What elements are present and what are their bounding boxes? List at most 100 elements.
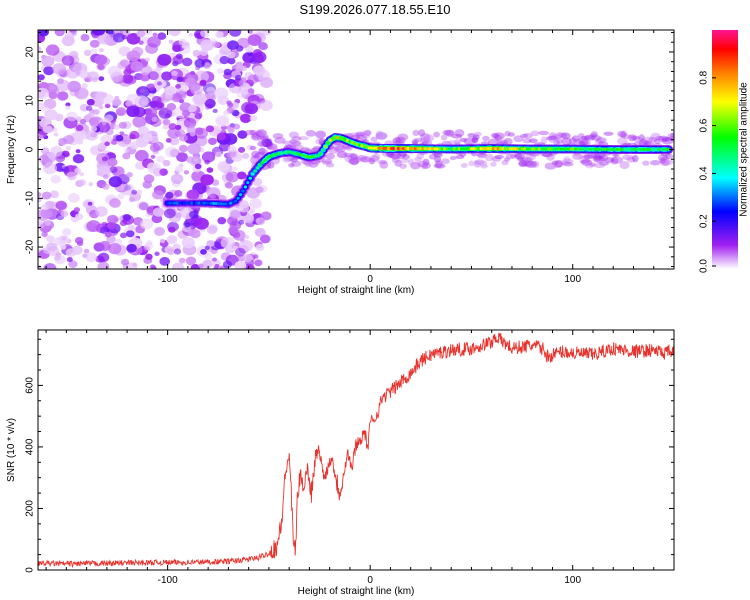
noise-blob [194, 70, 209, 83]
noise-blob [563, 156, 571, 163]
noise-blob [604, 157, 615, 164]
noise-blob [178, 144, 188, 153]
noise-blob [145, 253, 153, 260]
noise-blob [243, 214, 255, 224]
noise-blob [553, 139, 561, 146]
noise-blob [129, 130, 140, 140]
noise-blob [235, 64, 244, 72]
noise-blob [206, 225, 218, 235]
noise-blob [44, 109, 58, 121]
ridge-segment [370, 146, 374, 150]
noise-blob [94, 54, 108, 66]
noise-blob [282, 157, 292, 163]
noise-blob [50, 146, 63, 157]
noise-blob [509, 153, 517, 159]
spectrogram-xtick-label: -100 [158, 274, 178, 285]
noise-blob [333, 143, 345, 151]
noise-blob [442, 129, 452, 136]
noise-blob [42, 162, 58, 175]
snr-ytick-label: 400 [25, 438, 36, 455]
noise-blob [227, 150, 237, 158]
noise-blob [136, 189, 143, 195]
ridge-segment [333, 136, 337, 140]
noise-blob [167, 248, 175, 255]
noise-blob [98, 257, 105, 263]
noise-blob [136, 30, 146, 38]
noise-blob [503, 157, 511, 162]
noise-blob [186, 189, 200, 201]
snr-xtick-label: 0 [367, 575, 373, 586]
noise-blob [568, 137, 577, 145]
noise-blob [140, 218, 154, 230]
noise-blob [65, 248, 77, 257]
noise-blob [472, 136, 479, 144]
noise-blob [87, 71, 99, 81]
noise-blob [132, 116, 147, 128]
noise-blob [168, 30, 181, 37]
ridge-segment [501, 147, 505, 151]
spectrogram-ytick-label: 0 [25, 146, 36, 152]
noise-blob [212, 108, 218, 114]
ridge-segment [375, 146, 379, 150]
ridge-segment [306, 155, 311, 159]
noise-blob [38, 132, 47, 139]
noise-blob [150, 154, 156, 159]
noise-blob [223, 68, 232, 76]
noise-blob [474, 159, 485, 166]
noise-blob [249, 114, 258, 122]
ridge-segment [515, 147, 520, 151]
noise-blob [172, 55, 184, 65]
noise-blob [130, 61, 144, 72]
ridge-segment [562, 147, 566, 151]
noise-blob [244, 234, 250, 240]
noise-blob [52, 127, 58, 133]
spectrogram-layer [38, 30, 674, 269]
noise-blob [589, 133, 598, 138]
noise-blob [265, 138, 273, 147]
noise-blob [359, 156, 371, 163]
noise-blob [97, 64, 105, 70]
noise-blob [633, 140, 646, 147]
noise-blob [513, 135, 524, 143]
noise-blob [408, 158, 415, 166]
noise-blob [632, 154, 639, 163]
noise-blob [178, 257, 186, 264]
noise-blob [225, 171, 239, 183]
noise-blob [454, 129, 465, 137]
noise-blob [200, 39, 215, 52]
noise-blob [89, 39, 100, 48]
noise-blob [96, 165, 111, 177]
noise-blob [199, 49, 209, 57]
noise-blob [92, 109, 100, 115]
ridge-segment [265, 156, 269, 160]
noise-blob [578, 155, 591, 160]
noise-blob [428, 153, 437, 160]
noise-blob [648, 136, 658, 143]
noise-blob [121, 74, 134, 84]
noise-blob [131, 189, 138, 195]
noise-blob [667, 132, 674, 140]
noise-blob [104, 103, 111, 109]
noise-blob [581, 158, 593, 166]
noise-blob [361, 133, 371, 139]
ridge-segment [238, 193, 243, 197]
ridge-segment [224, 202, 228, 206]
noise-blob [617, 131, 628, 137]
ridge-segment [401, 147, 406, 151]
noise-blob [126, 172, 133, 178]
noise-blob [181, 41, 190, 49]
noise-blob [420, 163, 428, 170]
noise-blob [227, 40, 239, 51]
noise-blob [572, 139, 582, 144]
noise-blob [242, 152, 250, 159]
noise-blob [194, 127, 204, 135]
noise-blob [176, 129, 186, 137]
noise-blob [289, 139, 299, 145]
noise-blob [75, 213, 84, 221]
noise-blob [484, 153, 494, 162]
noise-blob [348, 132, 360, 138]
noise-blob [504, 130, 511, 137]
noise-blob [222, 260, 233, 269]
ridge-segment [647, 148, 651, 151]
